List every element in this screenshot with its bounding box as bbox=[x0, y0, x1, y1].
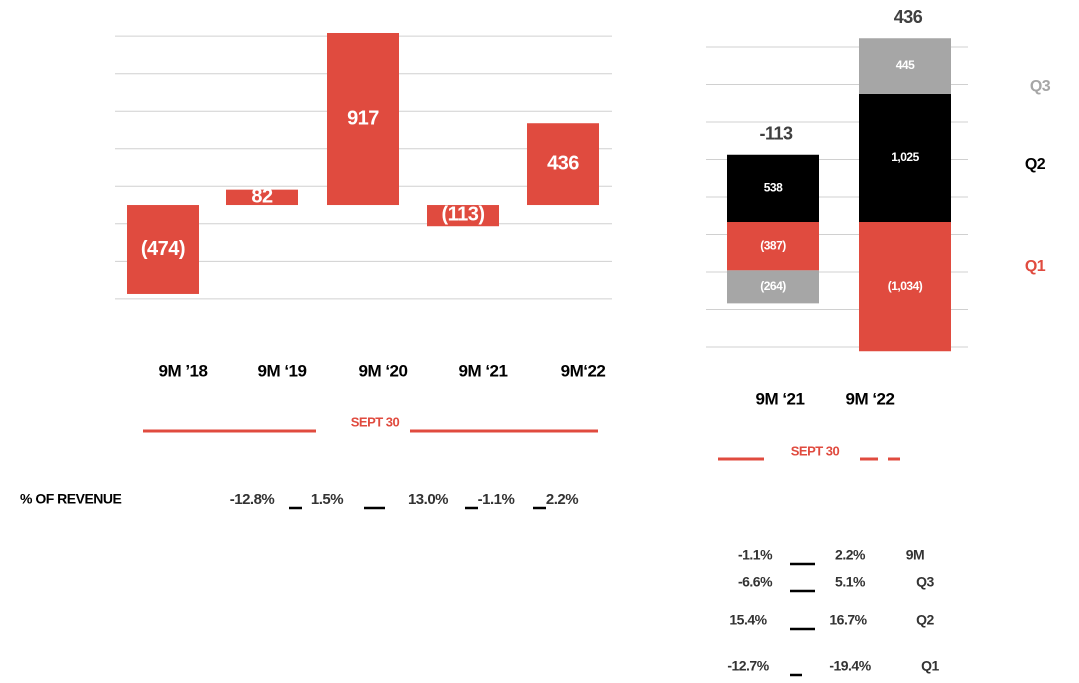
bar-segment bbox=[727, 154, 819, 222]
data-label: (113) bbox=[441, 203, 484, 225]
revenue-share: -12.7% bbox=[727, 658, 769, 674]
legend-label: Q2 bbox=[1025, 156, 1046, 173]
revenue-share: -6.6% bbox=[738, 574, 773, 590]
data-label: 1,025 bbox=[891, 150, 919, 164]
x-tick-label: 9M ‘22 bbox=[846, 389, 895, 408]
data-label: 538 bbox=[764, 181, 783, 195]
bar-segment bbox=[859, 222, 951, 352]
total-label: -113 bbox=[759, 124, 793, 144]
x-tick-label: 9M ‘19 bbox=[258, 361, 307, 380]
revenue-share: 2.2% bbox=[835, 547, 866, 563]
revenue-share: -12.8% bbox=[230, 491, 275, 508]
x-tick-label: 9M ‘21 bbox=[756, 389, 805, 408]
revenue-share: -19.4% bbox=[829, 658, 871, 674]
x-tick-label: 9M ‘21 bbox=[459, 361, 508, 380]
revenue-share: 15.4% bbox=[729, 612, 767, 628]
row-label: % OF REVENUE bbox=[20, 491, 122, 507]
bar-segment bbox=[859, 93, 951, 222]
revenue-share: 13.0% bbox=[408, 491, 448, 508]
revenue-share: 1.5% bbox=[311, 491, 343, 508]
data-label: (264) bbox=[760, 279, 786, 293]
data-label: 917 bbox=[347, 107, 379, 129]
revenue-share: 5.1% bbox=[835, 574, 866, 590]
legend-label: Q3 bbox=[1030, 78, 1051, 95]
data-label: (387) bbox=[760, 238, 786, 252]
revenue-share: 2.2% bbox=[546, 491, 578, 508]
revenue-share: -1.1% bbox=[738, 547, 773, 563]
total-label: 436 bbox=[894, 7, 923, 27]
bar bbox=[327, 32, 399, 206]
bar-segment bbox=[727, 222, 819, 271]
bar bbox=[127, 205, 199, 294]
revenue-share: -1.1% bbox=[478, 491, 515, 508]
bar-segment bbox=[727, 270, 819, 304]
x-tick-label: 9M ’18 bbox=[159, 361, 208, 380]
x-tick-label: 9M‘22 bbox=[561, 361, 606, 380]
revenue-share: Q2 bbox=[916, 612, 934, 628]
data-label: 82 bbox=[251, 185, 273, 207]
revenue-share: 9M bbox=[906, 547, 924, 563]
data-label: (1,034) bbox=[888, 279, 923, 293]
data-label: 436 bbox=[547, 152, 579, 174]
revenue-share: Q1 bbox=[921, 658, 939, 674]
annotation: SEPT 30 bbox=[351, 414, 400, 429]
revenue-share: 16.7% bbox=[829, 612, 867, 628]
x-tick-label: 9M ‘20 bbox=[359, 361, 408, 380]
bar bbox=[427, 205, 499, 227]
annotation: SEPT 30 bbox=[791, 443, 840, 458]
data-label: (474) bbox=[141, 238, 185, 260]
revenue-share: Q3 bbox=[916, 574, 934, 590]
legend-label: Q1 bbox=[1025, 258, 1046, 275]
bar bbox=[226, 189, 298, 206]
bar-segment bbox=[859, 38, 951, 94]
data-label: 445 bbox=[896, 58, 915, 72]
bar bbox=[527, 123, 599, 206]
